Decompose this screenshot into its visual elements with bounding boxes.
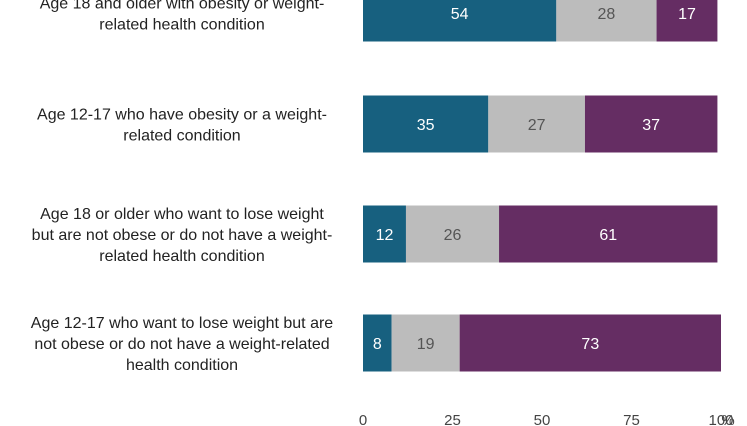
category-label-line: Age 12-17 who want to lose weight but ar…: [31, 315, 334, 332]
bar-segment: [459, 314, 721, 372]
category-label-line: Age 18 or older who want to lose weight: [40, 206, 324, 223]
category-labels: Age 18 and older with obesity or weight-…: [31, 0, 334, 374]
bar-segment: [656, 0, 718, 42]
bar-segment: [363, 205, 406, 263]
category-label: Age 12-17 who want to lose weight but ar…: [31, 315, 334, 374]
data-label: 54: [451, 6, 469, 23]
data-label: 26: [444, 227, 462, 244]
data-label: 28: [598, 6, 616, 23]
category-label: Age 18 and older with obesity or weight-…: [40, 0, 325, 34]
x-tick-label: 25: [444, 412, 461, 426]
bar-segment: [391, 314, 460, 372]
bar-segment: [363, 0, 557, 42]
category-label-line: related health condition: [99, 248, 264, 265]
bar-segment: [405, 205, 500, 263]
bar-segment: [556, 0, 657, 42]
data-label: 19: [417, 336, 435, 353]
x-axis: 0 25 50 75 100%: [359, 412, 735, 426]
data-label: 12: [376, 227, 394, 244]
x-tick-label: 0: [359, 412, 367, 426]
bar-segments: 54 28 17 35 27 37 12 26 61 8 19 73: [363, 0, 721, 372]
data-label: 73: [581, 336, 599, 353]
x-tick-label: 75: [623, 412, 640, 426]
bar-segment: [584, 95, 718, 153]
category-label-line: but are not obese or do not have a weigh…: [32, 227, 333, 244]
category-label: Age 12-17 who have obesity or a weight-r…: [37, 107, 327, 145]
data-label: 35: [417, 117, 435, 134]
data-label: 8: [373, 336, 382, 353]
category-label-line: related health condition: [99, 17, 264, 34]
category-label-line: Age 12-17 who have obesity or a weight-: [37, 107, 327, 124]
category-label-line: Age 18 and older with obesity or weight-: [40, 0, 325, 13]
category-label-line: not obese or do not have a weight-relate…: [34, 336, 329, 353]
bar-segment: [363, 95, 489, 153]
bar-segment: [363, 314, 392, 372]
category-label: Age 18 or older who want to lose weight b…: [32, 206, 333, 265]
data-label: 27: [528, 117, 546, 134]
bar-segment: [499, 205, 718, 263]
x-unit-label: %: [721, 412, 734, 426]
category-label-line: health condition: [126, 357, 238, 374]
x-tick-label: 100: [708, 412, 733, 426]
category-label-line: related condition: [123, 128, 240, 145]
data-label: 37: [642, 117, 660, 134]
data-label: 17: [678, 6, 696, 23]
bar-segment: [488, 95, 585, 153]
data-label: 61: [599, 227, 617, 244]
x-tick-label: 50: [534, 412, 551, 426]
